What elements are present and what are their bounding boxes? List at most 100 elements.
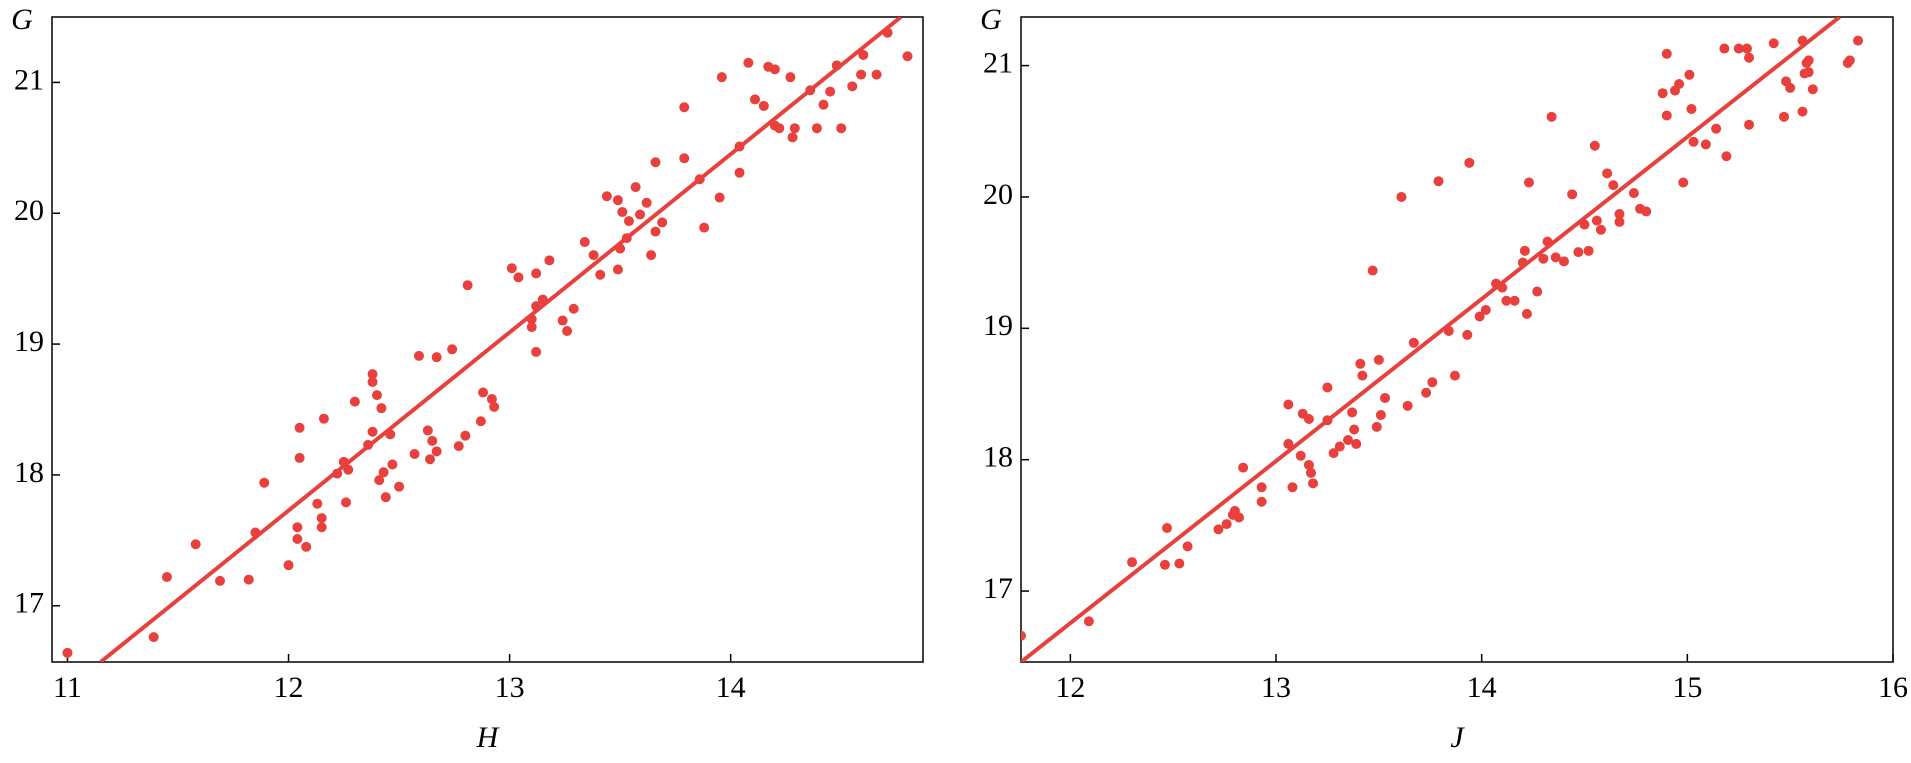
point	[1443, 325, 1454, 336]
point	[657, 217, 668, 228]
point	[341, 497, 352, 508]
point	[1521, 308, 1532, 319]
point	[332, 468, 343, 479]
plot-area	[1021, 17, 1864, 662]
point	[215, 575, 226, 586]
point	[734, 167, 745, 178]
point	[312, 498, 323, 509]
point	[1021, 630, 1026, 641]
point	[1355, 358, 1366, 369]
point	[1785, 82, 1796, 93]
point	[1371, 421, 1382, 432]
point	[714, 192, 725, 203]
point	[1474, 311, 1485, 322]
point	[367, 369, 378, 380]
point	[1661, 110, 1672, 121]
point	[716, 72, 727, 83]
point	[161, 571, 172, 582]
point	[478, 387, 489, 398]
point	[1542, 236, 1553, 247]
point	[831, 60, 842, 71]
point	[734, 141, 745, 152]
point	[1674, 78, 1685, 89]
point	[650, 226, 661, 237]
x-tick-label: 12	[1055, 671, 1085, 704]
point	[486, 394, 497, 405]
point	[250, 527, 261, 538]
point	[588, 250, 599, 261]
point	[1589, 140, 1600, 151]
point	[825, 86, 836, 97]
point	[1608, 180, 1619, 191]
point	[378, 467, 389, 478]
y-tick-label: 18	[983, 441, 1013, 474]
point	[836, 123, 847, 134]
x-tick-label: 12	[274, 671, 304, 704]
point	[749, 94, 760, 105]
point	[1174, 558, 1185, 569]
point	[148, 632, 159, 643]
point	[1744, 52, 1755, 63]
point	[1303, 459, 1314, 470]
point	[1480, 304, 1491, 315]
point	[805, 85, 816, 96]
point	[409, 448, 420, 459]
point	[374, 475, 385, 486]
point	[595, 269, 606, 280]
point	[544, 255, 555, 266]
point	[679, 153, 690, 164]
point	[557, 315, 568, 326]
point	[1396, 191, 1407, 202]
point	[1711, 123, 1722, 134]
y-tick-label: 21	[14, 63, 44, 96]
y-tick-label: 20	[983, 178, 1013, 211]
point	[1579, 219, 1590, 230]
x-tick-label: 14	[1467, 671, 1497, 704]
point	[294, 422, 305, 433]
point	[1464, 157, 1475, 168]
plot-area	[62, 17, 913, 662]
y-tick-label: 19	[983, 309, 1013, 342]
point	[1449, 370, 1460, 381]
point	[1591, 215, 1602, 226]
point	[531, 301, 542, 312]
point	[1367, 265, 1378, 276]
point	[694, 174, 705, 185]
x-tick-label: 14	[716, 671, 746, 704]
point	[856, 69, 867, 80]
point	[1295, 450, 1306, 461]
point	[376, 403, 387, 414]
point	[460, 430, 471, 441]
point	[1523, 177, 1534, 188]
point	[475, 416, 486, 427]
point	[562, 325, 573, 336]
point	[1678, 177, 1689, 188]
point	[789, 123, 800, 134]
point	[758, 100, 769, 111]
point	[858, 49, 869, 60]
point	[243, 574, 254, 585]
point	[316, 522, 327, 533]
point	[338, 456, 349, 467]
point	[367, 426, 378, 437]
plot-frame	[51, 16, 924, 663]
point	[363, 439, 374, 450]
point	[1688, 136, 1699, 147]
point	[774, 123, 785, 134]
point	[1402, 400, 1413, 411]
point	[882, 27, 893, 38]
point	[1159, 559, 1170, 570]
point	[1322, 415, 1333, 426]
point	[568, 303, 579, 314]
point	[1380, 392, 1391, 403]
point	[1700, 139, 1711, 150]
point	[422, 425, 433, 436]
point	[612, 195, 623, 206]
point	[641, 197, 652, 208]
point	[431, 446, 442, 457]
point	[447, 344, 458, 355]
point	[1303, 413, 1314, 424]
point	[785, 72, 796, 83]
point	[1853, 35, 1864, 46]
